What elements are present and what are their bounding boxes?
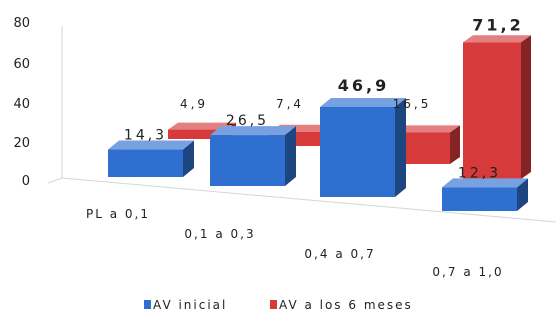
data-label-av-inicial: 14,3 bbox=[124, 128, 167, 144]
bar-av-6-meses-front bbox=[168, 129, 226, 139]
legend-label: AV a los 6 meses bbox=[279, 298, 413, 312]
bar-av-inicial bbox=[320, 97, 406, 197]
bar-av-6-meses bbox=[463, 35, 531, 179]
bar-av-6-meses-top bbox=[392, 125, 460, 133]
data-label-av-6-meses: 7,4 bbox=[276, 97, 304, 111]
data-label-av-inicial: 26,5 bbox=[226, 113, 269, 129]
x-category-label: 0,1 a 0,3 bbox=[184, 227, 255, 241]
bar-av-inicial-side bbox=[395, 97, 406, 197]
floor-edge bbox=[47, 177, 63, 184]
bar-av-6-meses-front bbox=[463, 42, 521, 179]
data-label-av-6-meses: 4,9 bbox=[180, 97, 208, 111]
bar-av-inicial-side bbox=[517, 178, 528, 211]
data-label-av-6-meses: 71,2 bbox=[472, 15, 523, 34]
bars bbox=[108, 35, 531, 211]
y-tick-label: 40 bbox=[13, 97, 30, 112]
bar-av-inicial-top bbox=[210, 126, 296, 136]
bar-av-inicial-front bbox=[108, 149, 183, 177]
bar-av-inicial-top bbox=[108, 140, 194, 150]
bar-av-inicial bbox=[108, 140, 194, 177]
data-label-av-6-meses: 16,5 bbox=[393, 97, 432, 111]
bar-av-inicial-side bbox=[285, 126, 296, 186]
x-axis: PL a 0,1 0,1 a 0,3 0,4 a 0,7 0,7 a 1,0 bbox=[86, 207, 503, 279]
legend-swatch bbox=[270, 300, 277, 309]
bar-av-inicial-top bbox=[442, 178, 528, 188]
bar-av-6-meses-side bbox=[521, 35, 531, 179]
y-tick-label: 80 bbox=[13, 16, 30, 31]
bar-av-inicial bbox=[210, 126, 296, 186]
legend-swatch bbox=[144, 300, 151, 309]
x-category-label: 0,4 a 0,7 bbox=[304, 247, 375, 261]
bar-av-inicial-side bbox=[183, 140, 194, 177]
data-label-av-inicial: 46,9 bbox=[338, 76, 389, 95]
legend-label: AV inicial bbox=[153, 298, 227, 312]
bar-av-inicial bbox=[442, 178, 528, 211]
legend: AV inicial AV a los 6 meses bbox=[144, 298, 413, 312]
data-labels: 14,3 26,5 46,9 12,3 4,9 7,4 16,5 71,2 bbox=[124, 15, 523, 181]
y-tick-label: 20 bbox=[13, 136, 30, 151]
data-label-av-inicial: 12,3 bbox=[458, 165, 501, 181]
chart-floor bbox=[47, 26, 557, 223]
bar-av-inicial-front bbox=[320, 106, 395, 197]
bar-av-6-meses-side bbox=[450, 125, 460, 164]
x-category-label: 0,7 a 1,0 bbox=[432, 265, 503, 279]
x-category-label: PL a 0,1 bbox=[86, 207, 150, 221]
bar-av-inicial-front bbox=[210, 135, 285, 186]
bar-av-inicial-front bbox=[442, 187, 517, 211]
y-tick-label: 0 bbox=[22, 174, 30, 189]
bar-av-6-meses-top bbox=[463, 35, 531, 43]
y-tick-label: 60 bbox=[13, 57, 30, 72]
bar-av-inicial-top bbox=[320, 97, 406, 107]
y-axis: 0 20 40 60 80 bbox=[13, 16, 30, 189]
